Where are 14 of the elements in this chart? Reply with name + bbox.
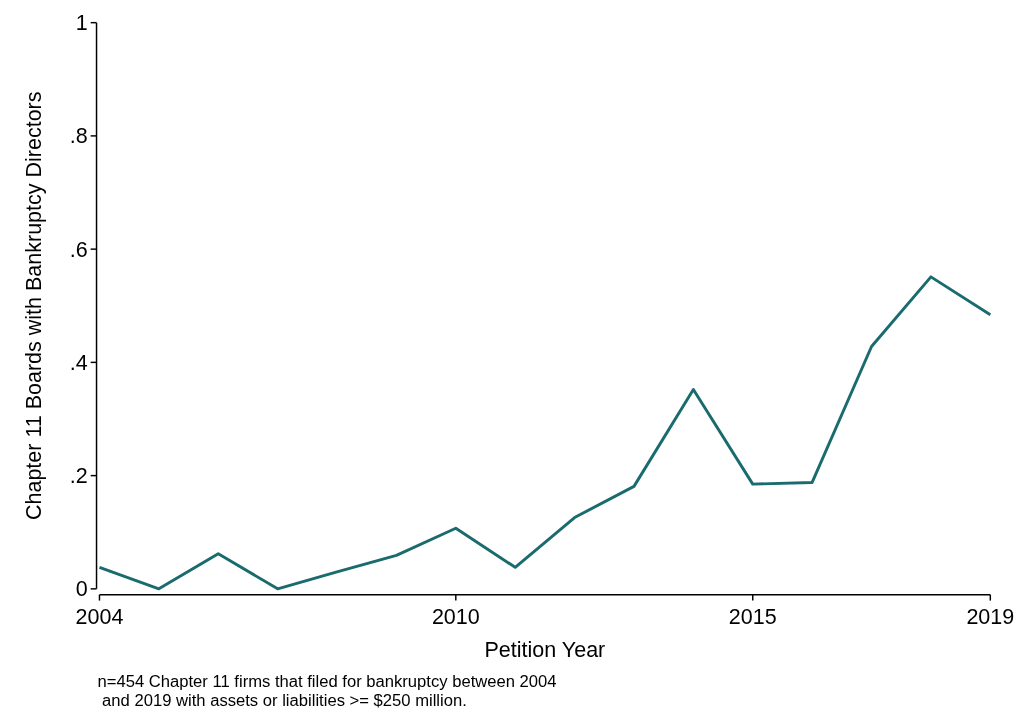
y-tick-label: 1 xyxy=(75,11,88,36)
y-tick-label: .8 xyxy=(69,124,88,149)
x-axis-title: Petition Year xyxy=(484,638,606,663)
x-tick-label: 2015 xyxy=(728,605,777,630)
y-tick-label: 0 xyxy=(75,577,88,602)
x-tick-label: 2004 xyxy=(75,605,124,630)
y-tick-label: .6 xyxy=(69,237,88,262)
y-tick-label: .4 xyxy=(69,350,88,375)
y-axis-title: Chapter 11 Boards with Bankruptcy Directors xyxy=(21,91,46,521)
line-series xyxy=(98,275,992,591)
text: n=454 Chapter 11 firms that filed for bankruptcy between 2004 and 2019 with assets or liabilities >= $250 million. xyxy=(97,671,557,711)
x-tick-label: 2019 xyxy=(966,605,1015,630)
x-tick-label: 2010 xyxy=(431,605,480,630)
y-tick-label: .2 xyxy=(69,464,88,489)
